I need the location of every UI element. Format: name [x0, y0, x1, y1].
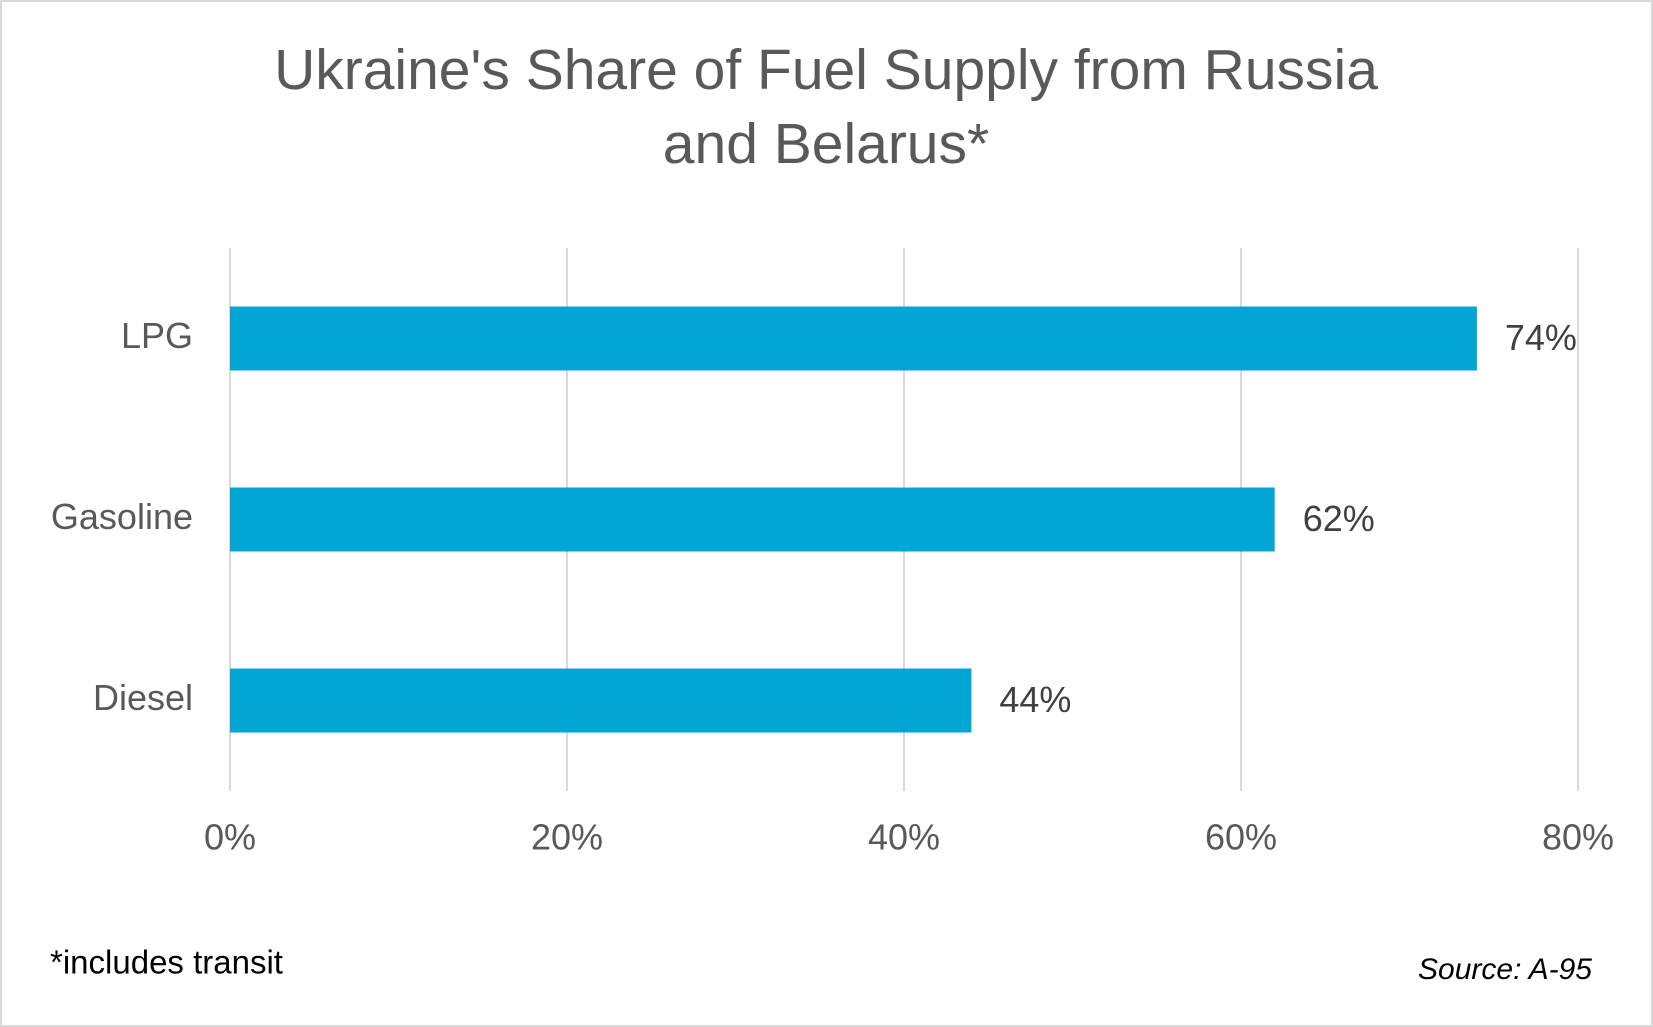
y-tick-label: Gasoline [51, 496, 193, 537]
y-tick-label: Diesel [93, 677, 193, 718]
chart-title: Ukraine's Share of Fuel Supply from Russ… [274, 38, 1378, 102]
data-label: 74% [1505, 317, 1577, 358]
source: Source: A-95 [1418, 953, 1592, 986]
x-tick-label: 40% [868, 817, 940, 858]
data-label: 44% [999, 679, 1071, 720]
footnote: *includes transit [50, 944, 283, 981]
bar [230, 306, 1477, 371]
bar [230, 487, 1275, 552]
chart-title: and Belarus* [663, 112, 989, 176]
x-tick-label: 0% [204, 817, 256, 858]
x-tick-label: 80% [1542, 817, 1614, 858]
bar [230, 668, 972, 733]
x-tick-label: 60% [1205, 817, 1277, 858]
x-tick-label: 20% [531, 817, 603, 858]
data-label: 62% [1303, 498, 1375, 539]
y-tick-label: LPG [121, 315, 193, 356]
